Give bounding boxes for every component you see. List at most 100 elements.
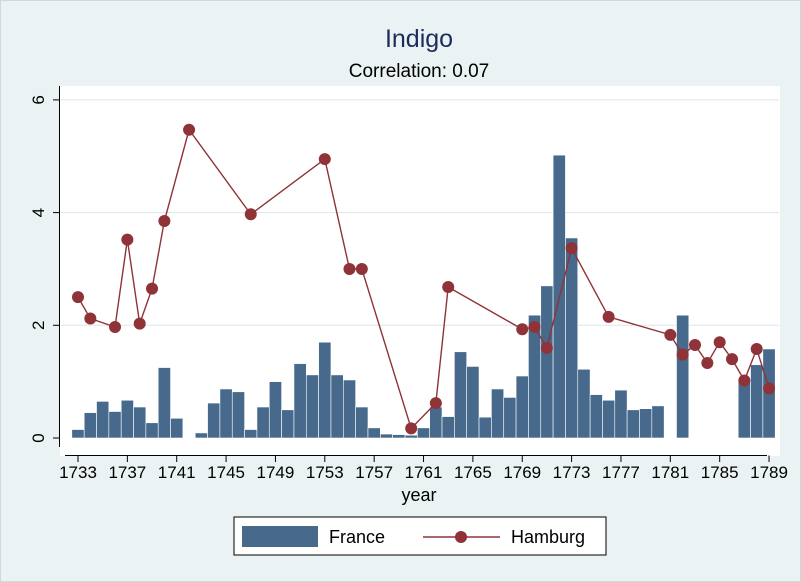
x-tick-label: 1789 bbox=[750, 463, 788, 482]
bar-france bbox=[157, 367, 171, 439]
x-tick-label: 1785 bbox=[701, 463, 739, 482]
bar-france bbox=[145, 422, 159, 439]
bar-france bbox=[417, 427, 430, 439]
x-tick-label: 1769 bbox=[503, 463, 541, 482]
x-tick-label: 1749 bbox=[257, 463, 295, 482]
bar-france bbox=[540, 285, 554, 439]
x-tick-label: 1765 bbox=[454, 463, 492, 482]
bar-france bbox=[120, 399, 134, 439]
bar-france bbox=[478, 416, 492, 439]
point-hamburg bbox=[565, 242, 578, 255]
bar-france bbox=[231, 391, 245, 439]
bar-france bbox=[392, 434, 406, 439]
point-hamburg bbox=[121, 233, 134, 246]
point-hamburg bbox=[405, 422, 418, 435]
point-hamburg bbox=[158, 215, 171, 228]
point-hamburg bbox=[109, 320, 122, 333]
point-hamburg bbox=[540, 341, 553, 354]
x-tick-label: 1745 bbox=[207, 463, 245, 482]
plot-area bbox=[60, 86, 780, 456]
point-hamburg bbox=[442, 280, 455, 293]
bar-france bbox=[330, 374, 344, 439]
legend-france-label: France bbox=[329, 527, 385, 547]
y-tick-label: 0 bbox=[29, 433, 48, 442]
chart-subtitle: Correlation: 0.07 bbox=[349, 61, 489, 82]
bar-france bbox=[503, 397, 517, 439]
legend-hamburg-label: Hamburg bbox=[511, 527, 585, 547]
bar-france bbox=[256, 406, 270, 439]
x-tick-label: 1761 bbox=[405, 463, 443, 482]
bar-france bbox=[207, 402, 221, 439]
x-tick-label: 1733 bbox=[59, 463, 97, 482]
point-hamburg bbox=[602, 310, 615, 323]
bar-france bbox=[565, 237, 579, 439]
point-hamburg bbox=[738, 374, 751, 387]
bar-france bbox=[281, 409, 295, 439]
bar-france bbox=[133, 406, 147, 439]
x-tick-label: 1757 bbox=[355, 463, 393, 482]
point-hamburg bbox=[72, 291, 84, 304]
point-hamburg bbox=[343, 262, 356, 275]
bar-france bbox=[343, 379, 356, 439]
bar-france bbox=[515, 375, 529, 439]
x-tick-label: 1777 bbox=[602, 463, 640, 482]
bar-france bbox=[429, 406, 443, 439]
x-axis-label: year bbox=[401, 485, 436, 505]
y-tick-label: 6 bbox=[29, 95, 48, 104]
bar-france bbox=[639, 408, 653, 439]
point-hamburg bbox=[713, 336, 726, 349]
bar-france bbox=[614, 389, 628, 439]
bar-france bbox=[367, 427, 381, 439]
bar-france bbox=[676, 314, 690, 439]
bar-france bbox=[454, 351, 468, 439]
bar-france bbox=[404, 434, 418, 439]
point-hamburg bbox=[664, 328, 677, 341]
point-hamburg bbox=[429, 397, 442, 410]
point-hamburg bbox=[84, 312, 97, 325]
x-tick-label: 1781 bbox=[651, 463, 689, 482]
point-hamburg bbox=[689, 339, 701, 352]
bar-france bbox=[577, 368, 591, 439]
bar-france bbox=[355, 406, 369, 439]
bar-france bbox=[268, 381, 282, 439]
bar-france bbox=[491, 388, 505, 439]
y-tick-label: 4 bbox=[29, 208, 48, 217]
bar-france bbox=[589, 394, 603, 439]
point-hamburg bbox=[726, 353, 739, 366]
point-hamburg bbox=[701, 357, 714, 370]
bar-france bbox=[651, 405, 665, 439]
bar-france bbox=[219, 388, 233, 439]
chart-title: Indigo bbox=[385, 25, 453, 53]
bar-france bbox=[318, 341, 332, 439]
bar-france bbox=[750, 364, 764, 439]
bar-france bbox=[602, 399, 616, 439]
point-hamburg bbox=[528, 320, 541, 333]
hamburg-line bbox=[72, 123, 776, 435]
grid-lines bbox=[61, 99, 779, 326]
bar-france bbox=[441, 416, 455, 439]
x-tick-label: 1737 bbox=[108, 463, 146, 482]
bar-france bbox=[96, 401, 110, 439]
y-axis-ticks: 0 2 4 6 bbox=[29, 95, 60, 443]
bar-france bbox=[108, 411, 122, 439]
bar-france bbox=[466, 366, 480, 439]
x-tick-label: 1753 bbox=[306, 463, 344, 482]
y-tick-label: 2 bbox=[29, 321, 48, 330]
bar-france bbox=[380, 433, 393, 439]
point-hamburg bbox=[355, 262, 368, 275]
point-hamburg bbox=[133, 317, 146, 330]
bar-france bbox=[305, 374, 319, 439]
legend-france-swatch bbox=[242, 526, 318, 547]
bar-france bbox=[83, 412, 97, 439]
bar-france bbox=[293, 363, 307, 439]
point-hamburg bbox=[183, 123, 196, 136]
x-axis-ticks: 1733 1737 1741 1745 1749 1753 1757 1761 1765 1769… bbox=[59, 455, 788, 482]
bar-france bbox=[626, 409, 640, 439]
bar-france bbox=[244, 429, 258, 439]
x-tick-label: 1773 bbox=[553, 463, 591, 482]
point-hamburg bbox=[750, 342, 763, 355]
point-hamburg bbox=[318, 153, 331, 166]
france-bars bbox=[71, 154, 776, 439]
bar-france bbox=[737, 378, 751, 439]
